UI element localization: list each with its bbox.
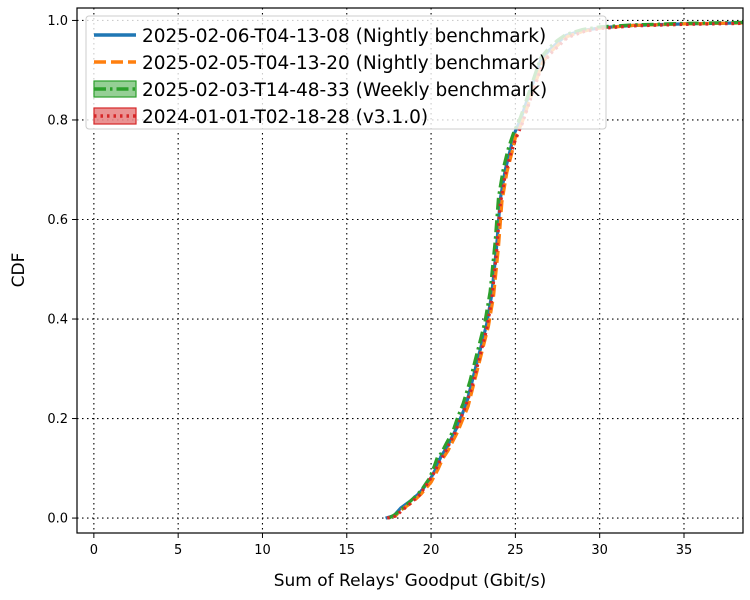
legend: 2025-02-06-T04-13-08 (Nightly benchmark)… [85,15,607,130]
y-axis-title: CDF [9,253,29,288]
x-tick-label: 10 [254,543,271,558]
legend-label-2: 2025-02-05-T04-13-20 (Nightly benchmark) [142,53,546,74]
y-tick-label: 0.4 [47,313,68,328]
y-tick-label: 0.2 [47,412,68,427]
plot-frame [76,7,744,534]
legend-box [85,15,607,130]
y-axis-ticks: 0.0 0.2 0.4 0.6 0.8 1.0 [47,14,77,527]
y-tick-label: 0.6 [47,213,68,228]
x-tick-label: 0 [90,543,98,558]
x-tick-label: 5 [174,543,182,558]
y-tick-label: 0.8 [47,113,68,128]
x-axis-ticks: 0 5 10 15 20 25 30 35 [90,533,693,558]
legend-label-1: 2025-02-06-T04-13-08 (Nightly benchmark) [142,26,546,47]
legend-label-4: 2024-01-01-T02-18-28 (v3.1.0) [142,107,428,128]
x-tick-label: 30 [591,543,608,558]
x-tick-label: 35 [676,543,693,558]
y-tick-label: 0.0 [47,512,68,527]
x-tick-label: 25 [507,543,524,558]
series-line-4 [386,21,743,520]
y-tick-label: 1.0 [47,14,68,29]
x-tick-label: 15 [338,543,355,558]
x-tick-label: 20 [423,543,440,558]
legend-label-3: 2025-02-03-T14-48-33 (Weekly benchmark) [142,80,547,101]
x-axis-title: Sum of Relays' Goodput (Gbit/s) [274,571,547,591]
